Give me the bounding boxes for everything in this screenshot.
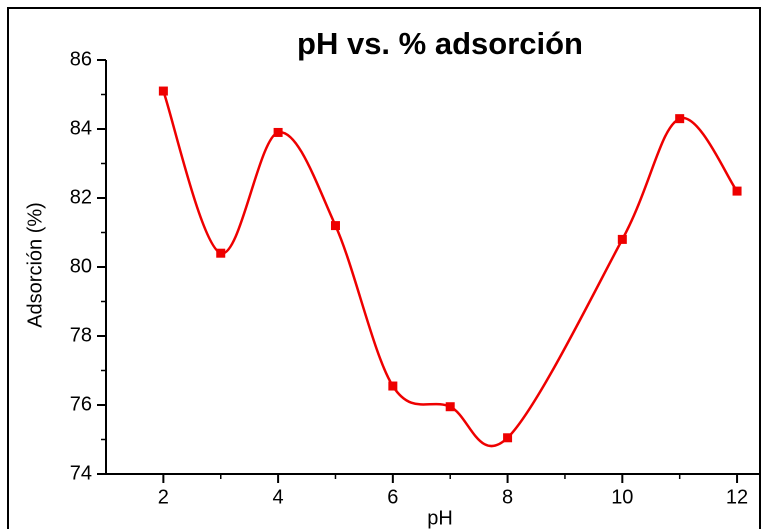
x-tick-label: 6 [387, 486, 398, 508]
y-tick-label: 80 [70, 255, 92, 277]
x-axis-label: pH [427, 507, 453, 529]
data-marker [732, 186, 742, 196]
outer-frame [7, 7, 761, 529]
chart-title: pH vs. % adsorción [297, 26, 583, 61]
x-tick-label: 4 [273, 486, 284, 508]
data-marker [503, 433, 513, 443]
y-tick-label: 76 [70, 393, 92, 415]
y-tick-label: 84 [70, 117, 92, 139]
data-marker [445, 402, 455, 412]
data-marker [388, 381, 398, 391]
data-marker [675, 114, 685, 124]
x-tick-label: 12 [726, 486, 748, 508]
x-tick-label: 2 [158, 486, 169, 508]
data-line [162, 90, 739, 448]
y-tick-label: 74 [70, 462, 92, 484]
data-marker [216, 248, 226, 258]
x-tick-label: 8 [502, 486, 513, 508]
y-tick-label: 82 [70, 186, 92, 208]
x-tick-label: 10 [611, 486, 633, 508]
data-marker [273, 127, 283, 137]
y-tick-label: 86 [70, 48, 92, 70]
data-marker [158, 86, 168, 96]
data-marker [617, 234, 627, 244]
y-axis-label: Adsorción (%) [24, 202, 46, 328]
y-tick-label: 78 [70, 324, 92, 346]
data-marker [330, 221, 340, 231]
